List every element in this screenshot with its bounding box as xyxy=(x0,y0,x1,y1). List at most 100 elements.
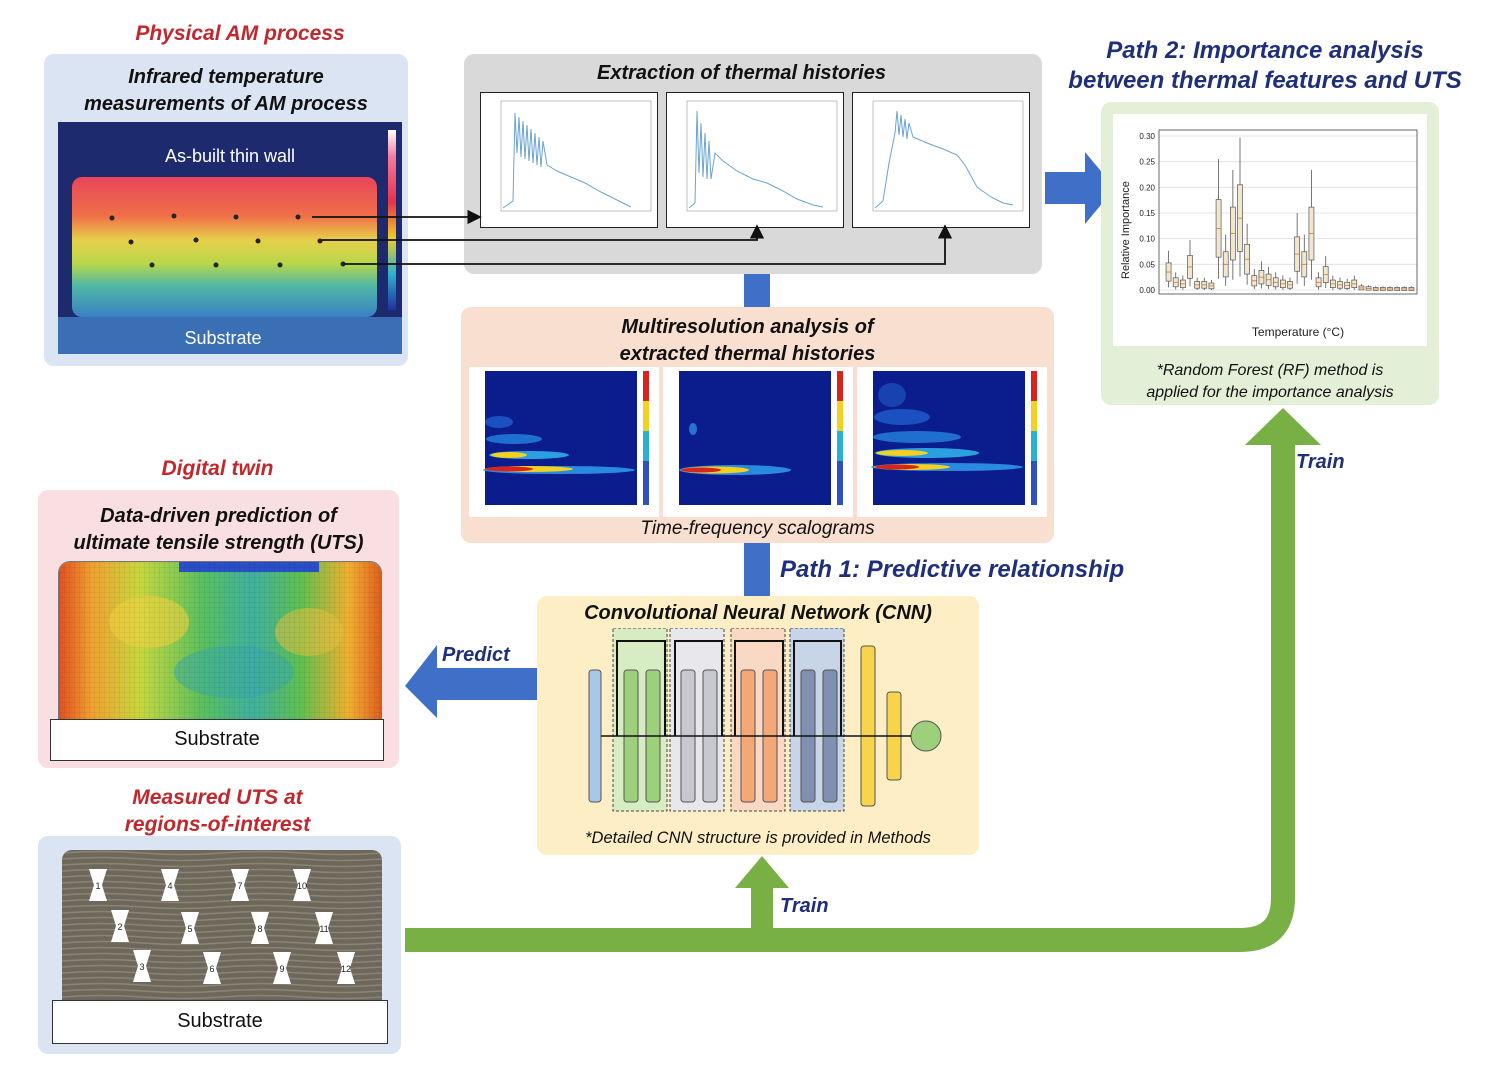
importance-ylabel: Relative Importance xyxy=(1120,181,1132,279)
importance-box xyxy=(1215,159,1222,279)
specimen-marker: 5 xyxy=(181,912,199,944)
specimen-label: 8 xyxy=(257,924,262,934)
importance-ytick: 0.05 xyxy=(1139,260,1155,269)
train-green-arrowhead-right xyxy=(1245,408,1321,445)
importance-box xyxy=(1265,266,1272,289)
importance-ytick: 0.00 xyxy=(1139,286,1155,295)
train-green-arrowhead-cnn xyxy=(735,856,789,888)
path1-title: Path 1: Predictive relationship xyxy=(780,556,1125,583)
physical-label: Physical AM process xyxy=(135,22,345,45)
specimen-marker: 4 xyxy=(161,869,179,901)
importance-box xyxy=(1258,261,1265,289)
blue-connector-mid xyxy=(744,540,770,598)
predict-label: Predict xyxy=(442,644,510,666)
importance-box xyxy=(1165,250,1172,288)
measured-substrate: Substrate xyxy=(52,1000,388,1044)
specimen-marker: 12 xyxy=(337,952,355,984)
specimen-marker: 9 xyxy=(273,952,291,984)
cnn-diagram xyxy=(577,627,957,818)
specimen-label: 4 xyxy=(167,881,172,891)
predict-arrow xyxy=(405,645,537,718)
importance-box xyxy=(1194,277,1200,290)
importance-box xyxy=(1180,275,1186,290)
importance-box xyxy=(1308,169,1315,280)
digital-twin-title: Data-driven prediction of ultimate tensi… xyxy=(73,505,364,554)
dt-substrate: Substrate xyxy=(50,719,384,761)
importance-box xyxy=(1394,286,1400,291)
importance-box xyxy=(1237,137,1243,277)
importance-box xyxy=(1230,169,1236,280)
specimen-label: 6 xyxy=(209,964,214,974)
thermal-curve-3 xyxy=(874,110,1014,209)
thermal-curve-2 xyxy=(688,110,824,209)
specimen-marker: 6 xyxy=(203,952,221,984)
specimen-label: 1 xyxy=(95,881,100,891)
importance-box xyxy=(1280,275,1286,290)
importance-xlabel: Temperature (°C) xyxy=(1252,325,1344,339)
thermal-history-plot-3 xyxy=(852,92,1030,228)
importance-box xyxy=(1187,239,1193,287)
specimen-label: 11 xyxy=(319,924,328,934)
specimen-label: 7 xyxy=(237,881,242,891)
specimen-marker: 10 xyxy=(293,869,311,901)
specimen-marker: 1 xyxy=(89,869,107,901)
path2-title: Path 2: Importance analysis between ther… xyxy=(1068,37,1462,94)
specimen-label: 12 xyxy=(341,964,351,974)
rf-note: *Random Forest (RF) method is applied fo… xyxy=(1146,362,1394,401)
importance-box xyxy=(1351,275,1358,290)
importance-box xyxy=(1322,256,1329,288)
specimen-marker: 7 xyxy=(231,869,249,901)
scalogram-3 xyxy=(857,367,1047,517)
specimen-label: 9 xyxy=(279,964,284,974)
multires-title: Multiresolution analysis of extracted th… xyxy=(619,316,876,365)
specimen-marker: 2 xyxy=(111,910,129,942)
importance-box xyxy=(1380,286,1386,291)
importance-box xyxy=(1365,285,1372,291)
thermal-history-plot-1 xyxy=(480,92,658,228)
specimen-marker: 8 xyxy=(251,912,269,944)
train-label-cnn: Train xyxy=(780,895,829,917)
blue-arrow-path2 xyxy=(1045,152,1115,224)
importance-ytick: 0.30 xyxy=(1139,132,1155,141)
train-green-path xyxy=(405,440,1295,952)
measured-sample-photo: 1 2 3 4 5 6 7 8 9 10 11 12 xyxy=(62,850,382,1005)
importance-box xyxy=(1330,275,1336,290)
train-label-path2: Train xyxy=(1296,451,1345,473)
importance-box xyxy=(1222,234,1229,286)
importance-box xyxy=(1294,213,1300,284)
digital-twin-label: Digital twin xyxy=(161,457,274,480)
physical-title: Infrared temperature measurements of AM … xyxy=(84,66,368,115)
importance-box xyxy=(1358,284,1365,291)
importance-box xyxy=(1201,277,1208,290)
importance-box xyxy=(1315,272,1322,290)
specimen-label: 3 xyxy=(139,962,144,972)
importance-box xyxy=(1172,272,1179,290)
specimen-label: 5 xyxy=(187,924,192,934)
wall-label: As-built thin wall xyxy=(164,146,296,166)
importance-box xyxy=(1208,279,1215,290)
importance-box xyxy=(1387,286,1393,291)
uts-prediction-map xyxy=(58,561,382,721)
importance-box xyxy=(1301,234,1308,286)
importance-box xyxy=(1244,223,1250,285)
importance-ytick: 0.20 xyxy=(1139,183,1155,192)
importance-axes-frame xyxy=(1158,129,1418,295)
specimen-marker: 3 xyxy=(133,950,151,982)
specimen-label: 10 xyxy=(297,881,307,891)
thermal-history-plot-2 xyxy=(666,92,844,228)
importance-boxplot: 0.00 0.05 0.10 0.15 0.20 0.25 0.30 Relative Im… xyxy=(1120,129,1418,339)
importance-chart: 0.00 0.05 0.10 0.15 0.20 0.25 0.30 Relative Im… xyxy=(1113,114,1427,346)
importance-ytick: 0.15 xyxy=(1139,209,1155,218)
cnn-title: Convolutional Neural Network (CNN) xyxy=(584,602,932,624)
importance-box xyxy=(1401,286,1408,291)
importance-box xyxy=(1272,272,1279,290)
importance-ytick: 0.25 xyxy=(1139,158,1155,167)
importance-box xyxy=(1372,286,1379,291)
importance-box xyxy=(1344,278,1350,290)
importance-ytick: 0.10 xyxy=(1139,235,1155,244)
cnn-note: *Detailed CNN structure is provided in M… xyxy=(585,829,931,847)
importance-box xyxy=(1287,277,1293,290)
importance-box xyxy=(1251,269,1258,290)
